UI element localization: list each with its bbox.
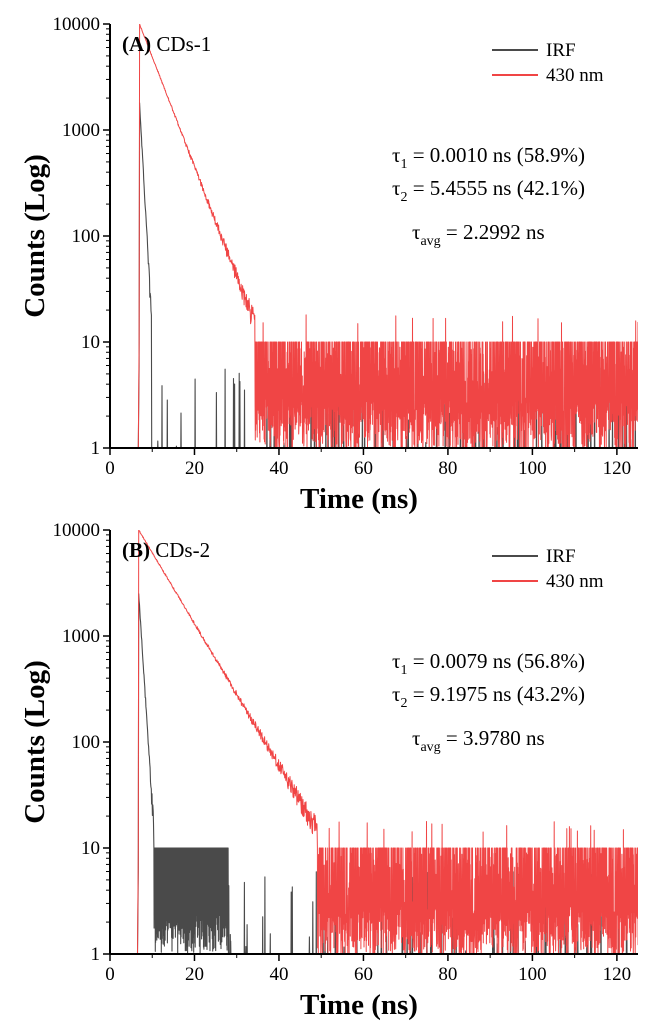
tau-subscript: 2	[400, 696, 407, 711]
tau-value: = 0.0010 ns (58.9%)	[407, 143, 585, 167]
emission-430nm-decay-line	[110, 530, 638, 954]
x-tick-label: 100	[518, 458, 547, 479]
sample-name: CDs-2	[150, 538, 210, 562]
annotation-tau1: τ1 = 0.0010 ns (58.9%)	[392, 143, 585, 172]
tau-symbol: τ	[392, 682, 400, 706]
panel-label: (B) CDs-2	[122, 538, 210, 562]
tau-subscript: avg	[420, 740, 440, 755]
x-tick-label: 80	[438, 964, 457, 985]
y-axis-title: Counts (Log)	[19, 154, 51, 318]
annotation-tau2: τ2 = 5.4555 ns (42.1%)	[392, 176, 585, 205]
x-tick-label: 60	[354, 458, 373, 479]
x-tick-label: 40	[269, 964, 288, 985]
emission-430nm-decay-line	[110, 24, 638, 448]
tau-value: = 2.2992 ns	[441, 220, 545, 244]
y-tick-label: 1000	[62, 120, 100, 141]
x-tick-label: 120	[603, 964, 632, 985]
tau-subscript: avg	[420, 234, 440, 249]
legend-430nm-label: 430 nm	[546, 65, 604, 86]
y-tick-label: 10	[81, 332, 100, 353]
x-tick-label: 60	[354, 964, 373, 985]
legend-430nm-label: 430 nm	[546, 571, 604, 592]
irf-decay-line	[110, 593, 638, 954]
plot-area	[110, 24, 638, 448]
x-axis-title: Time (ns)	[300, 989, 418, 1021]
y-tick-label: 10000	[53, 14, 101, 35]
panel-letter: (B)	[122, 538, 150, 562]
y-tick-label: 10000	[53, 520, 101, 541]
y-tick-label: 1	[91, 944, 101, 965]
y-axis-title: Counts (Log)	[19, 660, 51, 824]
x-axis-title: Time (ns)	[300, 483, 418, 515]
tau-value: = 0.0079 ns (56.8%)	[407, 649, 585, 673]
legend: IRF 430 nm	[492, 40, 604, 86]
annotation-tauavg: τavg = 3.9780 ns	[412, 726, 545, 755]
plot-area	[110, 530, 638, 954]
legend-irf-label: IRF	[546, 40, 576, 61]
tau-subscript: 1	[400, 663, 407, 678]
panel-letter: (A)	[122, 32, 151, 56]
tau-value: = 3.9780 ns	[441, 726, 545, 750]
tau-subscript: 2	[400, 190, 407, 205]
y-tick-label: 10	[81, 838, 100, 859]
y-tick-label: 1	[91, 438, 101, 459]
y-tick-label: 100	[72, 732, 101, 753]
tau-value: = 9.1975 ns (43.2%)	[407, 682, 585, 706]
x-tick-label: 0	[105, 964, 115, 985]
tau-symbol: τ	[392, 649, 400, 673]
legend-irf-label: IRF	[546, 546, 576, 567]
tau-subscript: 1	[400, 157, 407, 172]
tau-symbol: τ	[392, 143, 400, 167]
x-tick-label: 40	[269, 458, 288, 479]
sample-name: CDs-1	[151, 32, 211, 56]
annotation-tauavg: τavg = 2.2992 ns	[412, 220, 545, 249]
annotation-tau2: τ2 = 9.1975 ns (43.2%)	[392, 682, 585, 711]
x-tick-label: 20	[185, 964, 204, 985]
annotation-tau1: τ1 = 0.0079 ns (56.8%)	[392, 649, 585, 678]
y-tick-label: 1000	[62, 626, 100, 647]
tau-symbol: τ	[412, 726, 420, 750]
irf-decay-line	[110, 102, 638, 448]
x-tick-label: 80	[438, 458, 457, 479]
y-tick-label: 100	[72, 226, 101, 247]
legend: IRF 430 nm	[492, 546, 604, 592]
tau-value: = 5.4555 ns (42.1%)	[407, 176, 585, 200]
x-tick-label: 100	[518, 964, 547, 985]
tau-symbol: τ	[392, 176, 400, 200]
panel-label: (A) CDs-1	[122, 32, 211, 56]
x-tick-label: 0	[105, 458, 115, 479]
x-tick-label: 120	[603, 458, 632, 479]
x-tick-label: 20	[185, 458, 204, 479]
tau-symbol: τ	[412, 220, 420, 244]
